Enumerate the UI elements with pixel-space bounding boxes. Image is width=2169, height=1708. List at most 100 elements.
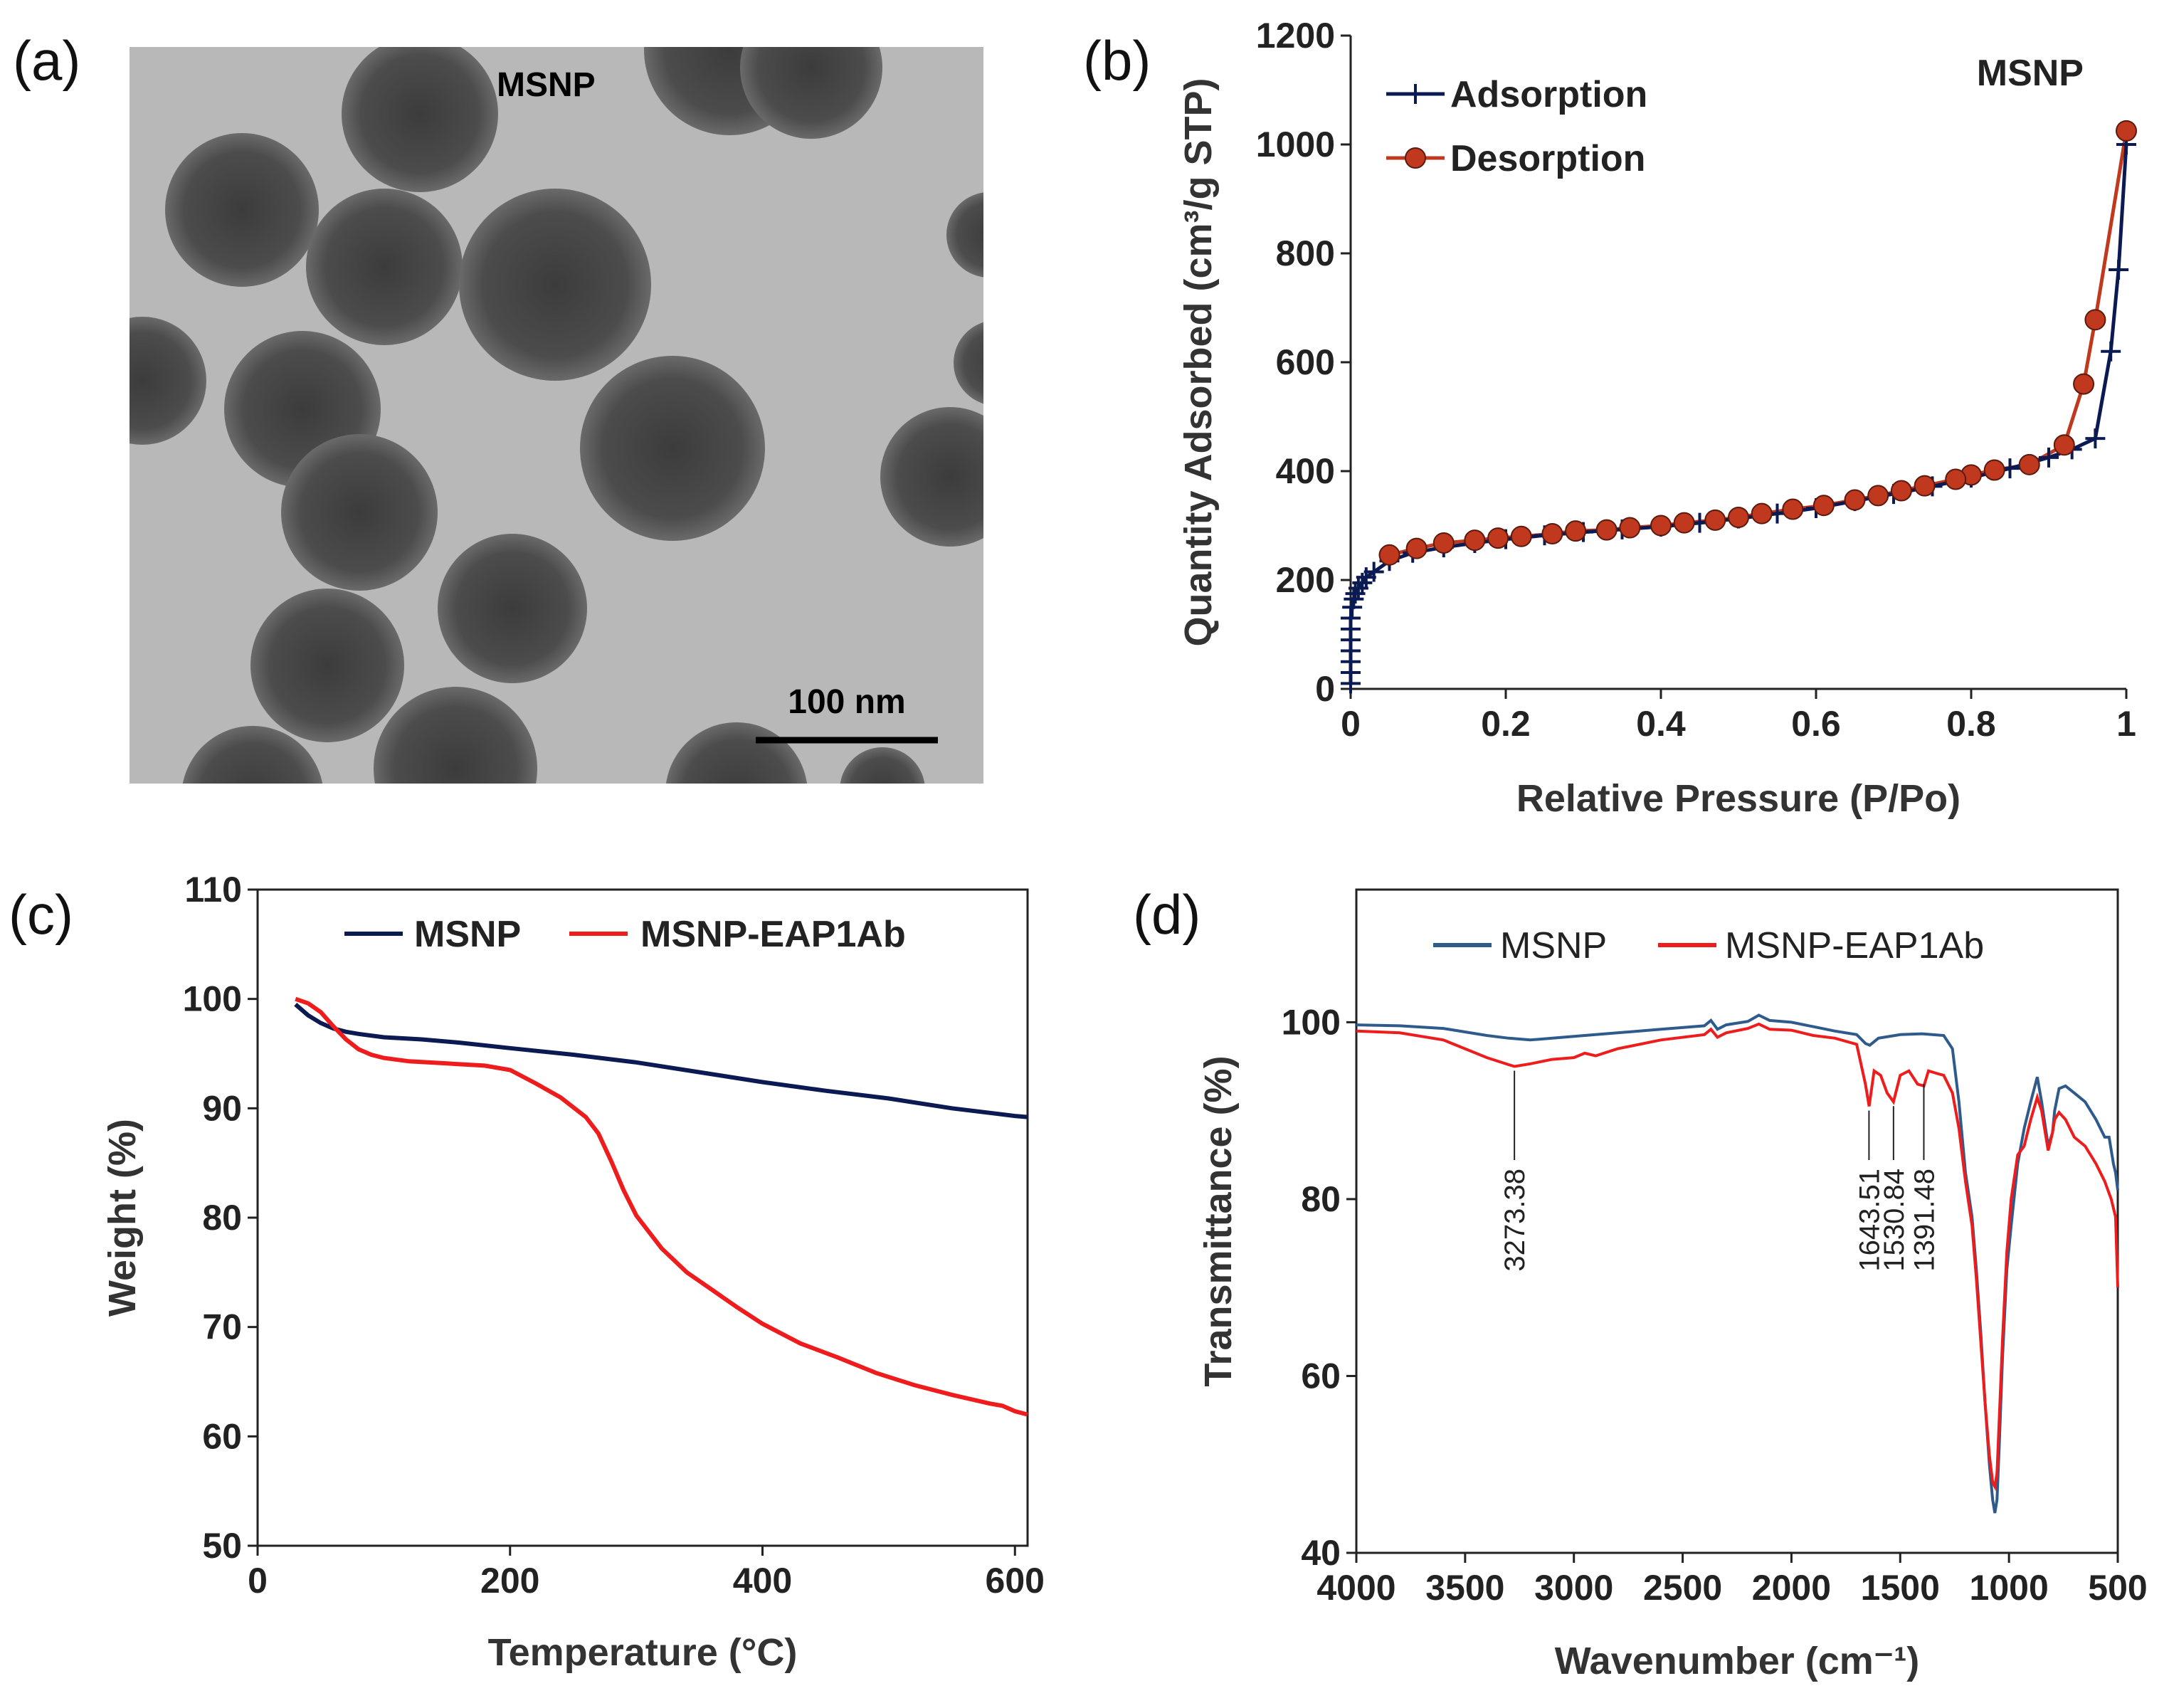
nanoparticle xyxy=(250,589,404,742)
y-tick-label: 50 xyxy=(202,1526,242,1566)
y-tick-label: 600 xyxy=(1276,342,1335,382)
adsorption-point xyxy=(2085,428,2106,449)
x-tick-label: 0.2 xyxy=(1481,704,1531,744)
desorption-point xyxy=(1510,525,1532,547)
x-tick-label: 0 xyxy=(1341,704,1361,744)
panel-a: (a) xyxy=(13,29,983,784)
peak-annotation-label: 3273.38 xyxy=(1499,1169,1531,1272)
x-tick-label: 0.4 xyxy=(1636,704,1686,744)
y-tick-label: 80 xyxy=(1301,1179,1341,1219)
chart-ftir: 40 60 80 100 4000 3500 3000 2500 2000 1500 1000 500… xyxy=(1197,888,2148,1682)
x-axis-title: Wavenumber (cm⁻¹) xyxy=(1555,1640,1920,1682)
msnp-eap1ab-line xyxy=(295,996,1028,1417)
adsorption-point xyxy=(1342,597,1363,618)
x-axis-title: Temperature (°C) xyxy=(488,1631,798,1674)
nanoparticle xyxy=(740,47,882,139)
desorption-point xyxy=(2084,309,2106,331)
y-tick-label: 60 xyxy=(202,1416,242,1456)
desorption-point xyxy=(2073,373,2095,395)
nanoparticle xyxy=(342,47,498,192)
x-tick-label: 200 xyxy=(480,1561,539,1601)
nanoparticle xyxy=(954,322,983,404)
panel-a-label: (a) xyxy=(13,29,80,92)
desorption-point xyxy=(2116,120,2137,142)
nanoparticle xyxy=(580,356,765,541)
desorption-point xyxy=(1541,522,1563,544)
peak-annotation-label: 1530.84 xyxy=(1879,1169,1910,1272)
nanoparticle xyxy=(130,317,206,445)
desorption-point xyxy=(1844,489,1866,511)
msnp-eap1ab-spectrum xyxy=(1356,1022,2119,1492)
plot-frame xyxy=(1355,888,2119,1554)
x-tick-label: 0.6 xyxy=(1791,704,1841,744)
desorption-point xyxy=(1619,517,1641,539)
msnp-spectrum xyxy=(1356,1013,2119,1514)
desorption-point xyxy=(1812,495,1835,517)
y-axis-title: Quantity Adsorbed (cm³/g STP) xyxy=(1177,78,1220,646)
desorption-point xyxy=(1867,485,1889,507)
nanoparticle xyxy=(438,534,587,683)
desorption-point xyxy=(1728,507,1749,529)
y-tick-label: 0 xyxy=(1315,669,1335,709)
y-tick-label: 90 xyxy=(202,1088,242,1128)
plot-frame xyxy=(1351,36,2126,689)
desorption-point xyxy=(1432,532,1455,554)
legend-desorption-marker xyxy=(1405,147,1426,169)
panel-d-label: (d) xyxy=(1133,883,1200,946)
nanoparticle xyxy=(281,434,438,591)
x-tick-label: 1000 xyxy=(1970,1568,2049,1608)
x-tick-label: 500 xyxy=(2088,1568,2147,1608)
x-tick-label: 2500 xyxy=(1643,1568,1722,1608)
nanoparticle xyxy=(946,192,983,278)
desorption-point xyxy=(1751,502,1773,524)
y-tick-label: 100 xyxy=(1282,1002,1341,1042)
tem-image-title: MSNP xyxy=(497,66,596,104)
desorption-point xyxy=(1673,512,1695,534)
nanoparticle xyxy=(306,189,463,345)
x-tick-label: 400 xyxy=(733,1561,792,1601)
y-tick-label: 1000 xyxy=(1256,125,1335,164)
desorption-point xyxy=(2018,453,2040,475)
adsorption-point xyxy=(1341,608,1361,628)
nanoparticle xyxy=(182,726,323,784)
x-tick-label: 0 xyxy=(248,1561,268,1601)
y-tick-label: 800 xyxy=(1276,233,1335,273)
y-tick-label: 70 xyxy=(202,1307,242,1347)
chart-tga: 50 60 70 80 90 100 110 0 200 400 600 MSNP MSNP-EAP1A… xyxy=(101,870,1045,1674)
y-tick-label: 1200 xyxy=(1256,16,1335,56)
y-axis-title: Transmittance (%) xyxy=(1197,1055,1240,1386)
x-tick-label: 0.8 xyxy=(1946,704,1996,744)
desorption-point xyxy=(1595,519,1617,541)
y-tick-label: 60 xyxy=(1301,1356,1341,1396)
y-tick-label: 40 xyxy=(1301,1533,1341,1573)
nanoparticle xyxy=(165,133,319,287)
x-tick-label: 1 xyxy=(2116,704,2136,744)
nanoparticle xyxy=(880,407,983,547)
nanoparticle xyxy=(840,747,925,784)
desorption-point xyxy=(1704,509,1726,531)
y-tick-label: 80 xyxy=(202,1198,242,1238)
legend-adsorption-label: Adsorption xyxy=(1450,74,1647,115)
desorption-point xyxy=(1983,459,2005,481)
legend-msnp-eap1ab-label: MSNP-EAP1Ab xyxy=(1725,925,1984,966)
panel-b-label: (b) xyxy=(1083,29,1151,92)
desorption-point xyxy=(1405,537,1427,559)
x-axis-title: Relative Pressure (P/Po) xyxy=(1516,777,1960,820)
desorption-point xyxy=(1464,529,1486,552)
peak-annotation-label: 1643.51 xyxy=(1854,1169,1885,1272)
desorption-line xyxy=(1388,130,2128,557)
desorption-point xyxy=(2053,434,2075,456)
adsorption-point xyxy=(2039,447,2059,468)
desorption-point xyxy=(1650,515,1672,537)
panel-b: (b) 0 200 400 600 800 1000 1200 0 0.2 0.4 0.6 0.8 1 M… xyxy=(1083,16,2137,820)
adsorption-line xyxy=(1349,144,2128,684)
y-axis-title: Weight (%) xyxy=(101,1119,144,1317)
nanoparticle xyxy=(459,189,651,381)
plot-frame xyxy=(256,888,1029,1547)
x-tick-label: 3500 xyxy=(1425,1568,1504,1608)
tem-particles xyxy=(130,47,983,784)
legend-desorption-label: Desorption xyxy=(1450,138,1645,179)
x-tick-label: 2000 xyxy=(1752,1568,1831,1608)
panel-d: (d) 40 60 80 100 4000 3500 3000 2500 2000 1500 100… xyxy=(1133,883,2148,1682)
